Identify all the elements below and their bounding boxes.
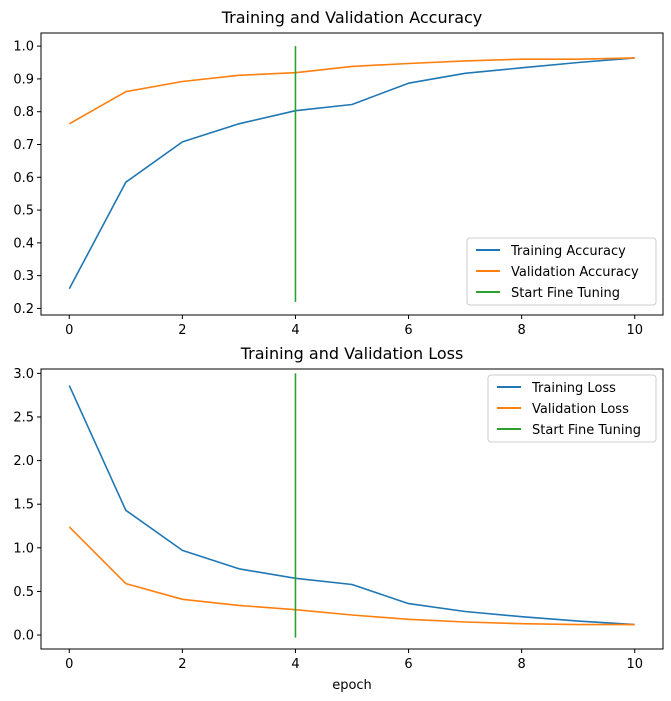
accuracy-chart: Training and Validation Accuracy 0 2 4 6 8 10… (13, 8, 664, 338)
y-tick-label: 0.0 (13, 629, 34, 644)
x-tick-label: 8 (517, 323, 525, 338)
series-line-training-accuracy (68, 57, 635, 290)
x-tick-label: 0 (65, 323, 73, 338)
y-tick-label: 0.5 (13, 585, 34, 600)
chart-title: Training and Validation Loss (240, 344, 464, 363)
legend-label-validation: Validation Accuracy (511, 265, 639, 280)
x-tick-label: 6 (404, 657, 412, 672)
y-tick-label: 0.2 (13, 302, 34, 317)
loss-chart: Training and Validation Loss epoch 0 2 4 6 8… (13, 344, 664, 693)
legend-label-validation: Validation Loss (532, 402, 629, 417)
legend-label-training: Training Loss (531, 381, 616, 396)
legend-box (487, 374, 657, 443)
y-tick-label: 0.9 (13, 72, 34, 87)
legend-label-fine-tuning: Start Fine Tuning (532, 423, 641, 438)
legend: Training Accuracy Validation Accuracy St… (466, 237, 657, 306)
chart-title: Training and Validation Accuracy (221, 8, 483, 27)
x-tick-label: 10 (626, 657, 643, 672)
x-tick-label: 6 (404, 323, 412, 338)
axes-frame (40, 368, 664, 650)
y-tick-label: 2.5 (13, 410, 34, 425)
plot-area: 0 2 4 6 8 10 0.0 0.5 1.0 1.5 2.0 2.5 3.0 (13, 367, 664, 672)
legend: Training Loss Validation Loss Start Fine… (487, 374, 657, 443)
y-tick-label: 0.7 (13, 138, 34, 153)
axes-frame (40, 32, 664, 316)
y-tick-label: 0.4 (13, 236, 34, 251)
x-tick-label: 2 (178, 323, 186, 338)
y-tick-label: 0.8 (13, 105, 34, 120)
legend-label-fine-tuning: Start Fine Tuning (511, 286, 620, 301)
series-line-training-loss (68, 385, 635, 626)
x-tick-label: 8 (517, 657, 525, 672)
y-tick-label: 1.0 (13, 40, 34, 55)
y-tick-label: 0.3 (13, 269, 34, 284)
y-tick-label: 0.6 (13, 171, 34, 186)
x-tick-label: 4 (291, 657, 299, 672)
y-tick-label: 1.0 (13, 541, 34, 556)
plot-area: 0 2 4 6 8 10 0.2 0.3 0.4 0.5 0.6 0.7 0.8 0.9 1.0 (13, 32, 664, 338)
series-line-validation-accuracy (68, 57, 635, 125)
x-tick-label: 4 (291, 323, 299, 338)
legend-label-training: Training Accuracy (510, 244, 626, 259)
x-tick-label: 2 (178, 657, 186, 672)
y-tick-label: 3.0 (13, 367, 34, 382)
x-tick-label: 10 (626, 323, 643, 338)
x-axis-label: epoch (332, 678, 372, 693)
y-tick-label: 1.5 (13, 498, 34, 513)
x-tick-label: 0 (65, 657, 73, 672)
legend-box (466, 237, 657, 306)
y-tick-label: 2.0 (13, 454, 34, 469)
y-tick-label: 0.5 (13, 204, 34, 219)
series-line-validation-loss (68, 526, 635, 626)
